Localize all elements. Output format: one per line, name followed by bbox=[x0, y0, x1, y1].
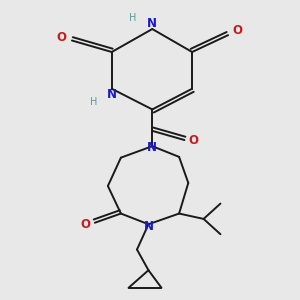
Text: N: N bbox=[147, 17, 157, 30]
Text: N: N bbox=[107, 88, 117, 100]
Text: O: O bbox=[188, 134, 198, 146]
Text: H: H bbox=[130, 13, 137, 22]
Text: H: H bbox=[90, 97, 97, 107]
Text: O: O bbox=[56, 31, 66, 44]
Text: O: O bbox=[80, 218, 90, 231]
Text: N: N bbox=[143, 220, 154, 233]
Text: O: O bbox=[232, 24, 242, 37]
Text: N: N bbox=[147, 141, 157, 154]
